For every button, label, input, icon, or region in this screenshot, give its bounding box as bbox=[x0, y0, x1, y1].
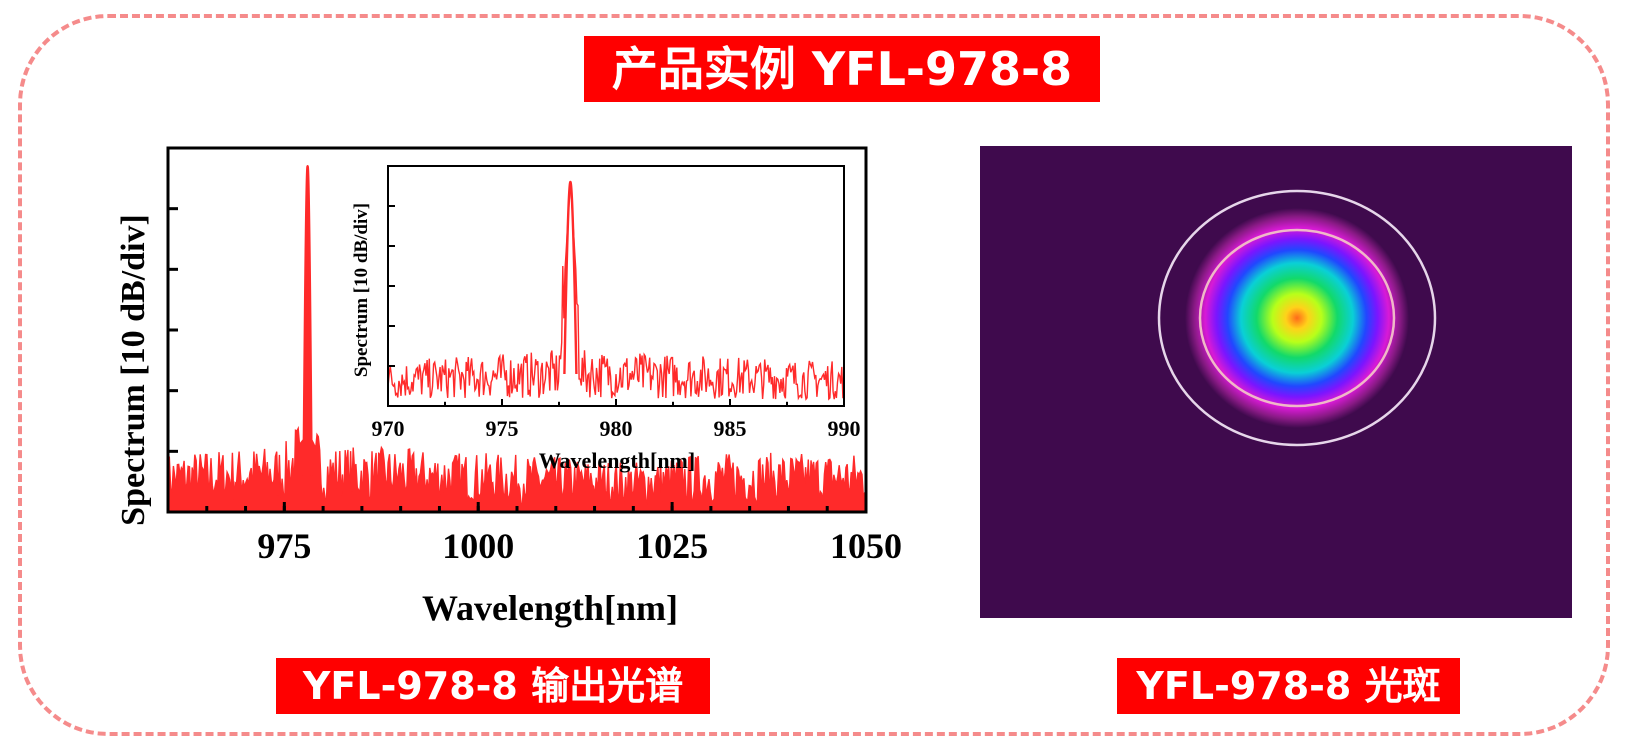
beam-spot bbox=[1185, 208, 1409, 428]
spectrum-caption: YFL-978-8 输出光谱 bbox=[276, 658, 710, 714]
x-tick-label: 1050 bbox=[830, 526, 902, 566]
outer-ring bbox=[1157, 189, 1437, 447]
spectrum-trace bbox=[167, 166, 867, 507]
x-tick-label: 985 bbox=[714, 416, 747, 441]
x-axis-label: Wavelength[nm] bbox=[422, 588, 678, 628]
spectrum-trace bbox=[387, 181, 845, 401]
inset-plot: 970 975 980 985 990 bbox=[372, 165, 861, 441]
peak-line bbox=[302, 164, 313, 476]
beam-spot-caption: YFL-978-8 光斑 bbox=[1117, 658, 1460, 714]
x-tick-label: 1000 bbox=[442, 526, 514, 566]
page-title: 产品实例 YFL-978-8 bbox=[584, 36, 1100, 102]
inset-background bbox=[388, 166, 844, 406]
main-plot: 975 1000 1025 1050 bbox=[166, 146, 902, 566]
dashed-frame bbox=[18, 14, 1610, 736]
spectrum-chart: 975 1000 1025 1050 970 975 980 985 990 Waveleng… bbox=[115, 146, 902, 628]
x-tick-label: 990 bbox=[828, 416, 861, 441]
beam-profile-image bbox=[980, 146, 1572, 618]
x-tick-label: 975 bbox=[257, 526, 311, 566]
noise-fill bbox=[168, 166, 866, 512]
x-tick-label: 1025 bbox=[636, 526, 708, 566]
inner-ring bbox=[1198, 228, 1396, 408]
x-tick-label: 980 bbox=[600, 416, 633, 441]
inset-y-axis-label: Spectrum [10 dB/div] bbox=[351, 203, 372, 377]
x-tick-label: 970 bbox=[372, 416, 405, 441]
peak-line bbox=[563, 180, 578, 375]
y-axis-label: Spectrum [10 dB/div] bbox=[115, 214, 152, 526]
x-tick-label: 975 bbox=[486, 416, 519, 441]
inset-x-axis-label: Wavelength[nm] bbox=[539, 448, 695, 473]
